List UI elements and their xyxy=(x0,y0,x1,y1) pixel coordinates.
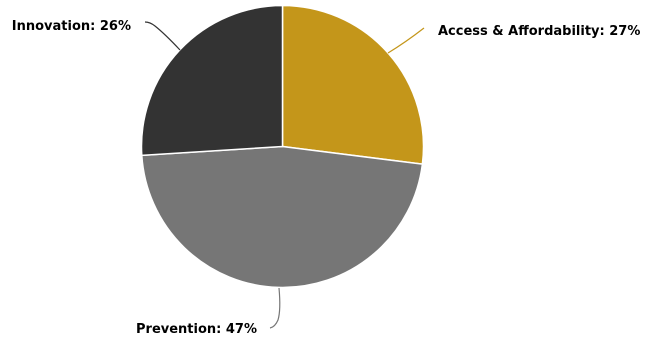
leader-line-access-affordability xyxy=(387,27,425,54)
leader-line-prevention xyxy=(269,287,281,329)
slice-label-prevention: Prevention: 47% xyxy=(136,322,257,337)
leader-line-innovation xyxy=(144,21,181,51)
slice-labels: Access & Affordability: 27% Prevention: … xyxy=(12,19,641,337)
pie-slice-access-affordability xyxy=(281,4,425,166)
leader-lines xyxy=(144,21,425,329)
pie-slices xyxy=(140,4,425,289)
slice-label-access-affordability: Access & Affordability: 27% xyxy=(438,24,640,39)
pie-slice-innovation xyxy=(140,4,284,157)
slice-label-innovation: Innovation: 26% xyxy=(12,19,131,34)
pie-slice-prevention xyxy=(140,145,424,289)
